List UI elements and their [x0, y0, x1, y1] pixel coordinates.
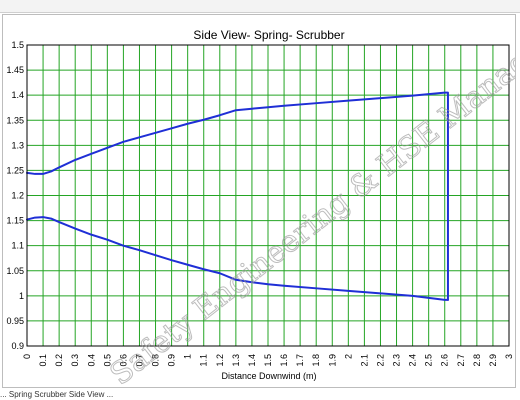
x-tick-label: 2.9: [488, 354, 498, 367]
x-tick-label: 0.1: [38, 354, 48, 367]
lower-boundary-line: [26, 216, 449, 301]
x-tick-label: 1.9: [327, 354, 337, 367]
tick-labels-layer: 0 0.1 0.2 0.3 0.4 0.5 0.6 0.7 0.8 0.9 1 1.1 1.2 1.3 1.…: [6, 40, 514, 367]
x-axis-title: Distance Downwind (m): [221, 371, 316, 381]
series-layer: [26, 91, 449, 301]
x-tick-label: 0.2: [54, 354, 64, 367]
x-tick-label: 1.1: [199, 354, 209, 367]
x-tick-label: 1.5: [263, 354, 273, 367]
bottom-caption: ... Spring Scrubber Side View ...: [0, 390, 114, 399]
y-tick-label: 0.95: [6, 316, 24, 326]
x-tick-label: 2: [343, 354, 353, 359]
y-tick-label: 1.1: [11, 241, 24, 251]
x-tick-label: 0.4: [86, 354, 96, 367]
y-tick-label: 1.05: [6, 266, 24, 276]
x-tick-label: 0.6: [118, 354, 128, 367]
x-tick-label: 2.4: [408, 354, 418, 367]
chart-background: [3, 15, 515, 387]
chart-panel: Side View- Spring- Scrubber 0 0.1 0.2 0.3 0.…: [2, 14, 516, 388]
plot-frame: [26, 44, 510, 347]
x-tick-label: 1.6: [279, 354, 289, 367]
x-tick-label: 0.3: [70, 354, 80, 367]
y-tick-label: 1.35: [6, 115, 24, 125]
y-tick-label: 1.25: [6, 165, 24, 175]
grid-layer: [26, 44, 510, 347]
y-tick-label: 1.2: [11, 191, 24, 201]
x-tick-label: 1: [183, 354, 193, 359]
x-tick-label: 2.5: [424, 354, 434, 367]
x-tick-label: 3: [504, 354, 514, 359]
y-tick-label: 0.9: [11, 341, 24, 351]
y-tick-label: 1.45: [6, 65, 24, 75]
x-tick-label: 1.7: [295, 354, 305, 367]
y-tick-label: 1: [19, 291, 24, 301]
y-tick-label: 1.3: [11, 140, 24, 150]
x-tick-label: 2.8: [472, 354, 482, 367]
upper-boundary-line: [26, 91, 449, 301]
x-tick-label: 1.8: [311, 354, 321, 367]
x-tick-label: 0.9: [167, 354, 177, 367]
x-tick-label: 2.7: [456, 354, 466, 367]
x-tick-label: 2.6: [440, 354, 450, 367]
y-tick-label: 1.5: [11, 40, 24, 50]
x-tick-label: 2.1: [359, 354, 369, 367]
y-tick-label: 1.15: [6, 216, 24, 226]
x-tick-label: 0: [22, 354, 32, 359]
x-tick-label: 2.2: [375, 354, 385, 367]
x-tick-label: 0.7: [134, 354, 144, 367]
x-tick-label: 1.3: [231, 354, 241, 367]
x-tick-label: 2.3: [392, 354, 402, 367]
x-tick-label: 1.4: [247, 354, 257, 367]
x-tick-label: 0.5: [102, 354, 112, 367]
x-tick-label: 1.2: [215, 354, 225, 367]
chart-svg: Side View- Spring- Scrubber 0 0.1 0.2 0.3 0.…: [3, 15, 515, 387]
window-top-strip: [0, 0, 520, 13]
y-tick-label: 1.4: [11, 90, 24, 100]
x-tick-label: 0.8: [151, 354, 161, 367]
chart-title: Side View- Spring- Scrubber: [193, 28, 344, 42]
